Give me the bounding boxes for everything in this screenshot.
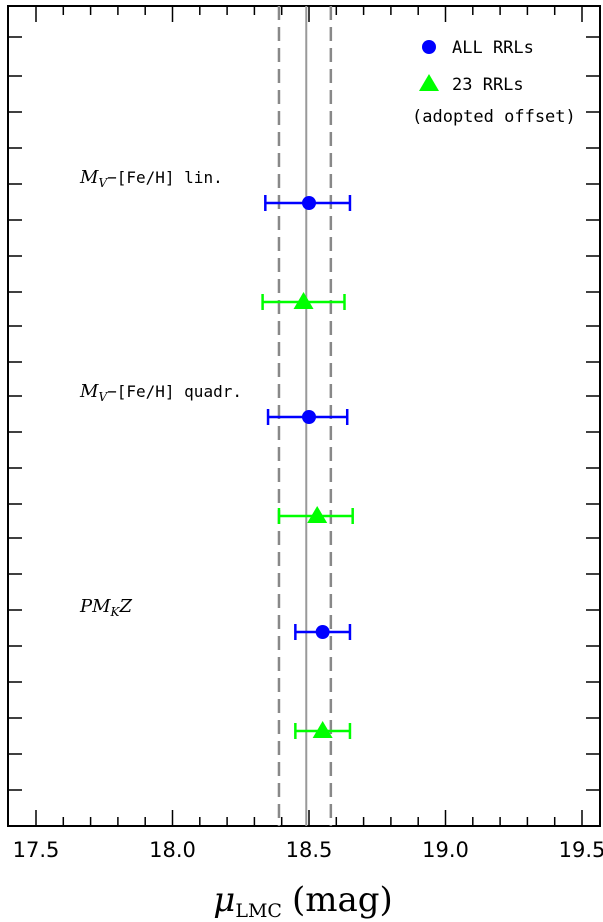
marker-triangle	[293, 292, 314, 309]
marker-circle	[302, 410, 316, 424]
x-tick-label: 18.0	[149, 838, 196, 862]
x-axis-subscript: LMC	[235, 900, 282, 922]
marker-triangle	[312, 721, 333, 738]
data-group: MV−[Fe/H] quadr.	[79, 381, 354, 524]
marker-circle	[302, 196, 316, 210]
marker-triangle	[307, 506, 328, 523]
legend-label-adopted: 23 RRLs	[452, 75, 524, 95]
marker-triangle	[419, 74, 439, 91]
group-label: PMKZ	[79, 596, 133, 619]
x-tick-label: 18.5	[286, 838, 333, 862]
legend-label-adopted-line2: (adopted offset)	[412, 107, 576, 127]
x-tick-label: 17.5	[13, 838, 60, 862]
group-label: MV−[Fe/H] lin.	[79, 167, 223, 190]
x-tick-label: 19.5	[559, 838, 603, 862]
x-axis-symbol: μ	[213, 880, 235, 920]
group-label: MV−[Fe/H] quadr.	[79, 381, 242, 404]
x-axis-ticks: 17.5 18.0 18.5 19.0 19.5	[13, 6, 603, 862]
marker-circle	[422, 40, 436, 54]
plot-frame	[7, 5, 601, 827]
legend-label-all: ALL RRLs	[452, 38, 534, 58]
minor-ticks	[8, 36, 600, 791]
marker-circle	[315, 625, 330, 639]
x-tick-label: 19.0	[422, 838, 469, 862]
data-group: MV−[Fe/H] lin.	[79, 167, 352, 310]
x-axis-unit: (mag)	[292, 880, 393, 920]
data-group: PMKZ	[79, 596, 352, 739]
data-groups: MV−[Fe/H] lin. MV−[Fe/H] quadr. PMKZ	[79, 167, 354, 739]
legend: ALL RRLs 23 RRLs (adopted offset)	[412, 38, 576, 127]
x-axis-title: μLMC (mag)	[213, 880, 393, 922]
